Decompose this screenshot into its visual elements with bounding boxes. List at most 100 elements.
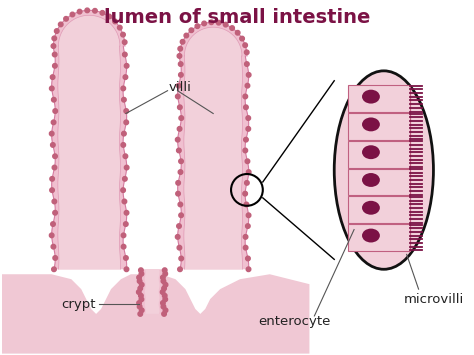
FancyBboxPatch shape [348,196,410,223]
Circle shape [64,17,68,21]
Circle shape [175,137,180,142]
Circle shape [175,94,180,99]
Circle shape [55,29,59,33]
Circle shape [244,105,248,110]
Circle shape [246,213,251,218]
Circle shape [246,72,251,77]
Circle shape [70,12,75,17]
Circle shape [107,14,111,19]
Circle shape [121,188,126,192]
Circle shape [85,8,90,13]
Circle shape [245,159,250,164]
Circle shape [121,244,126,249]
Circle shape [137,301,141,305]
Circle shape [124,165,129,170]
Circle shape [122,131,126,136]
Circle shape [139,308,144,312]
Circle shape [51,143,55,147]
Ellipse shape [362,173,380,187]
Circle shape [243,245,248,250]
Circle shape [176,181,181,185]
Circle shape [124,109,128,113]
Circle shape [124,120,128,125]
Circle shape [53,64,57,68]
Circle shape [177,224,181,228]
Circle shape [163,272,167,276]
Circle shape [243,191,247,196]
Circle shape [209,20,214,24]
Circle shape [122,199,127,204]
Circle shape [179,159,183,164]
Circle shape [243,43,247,48]
Circle shape [178,170,183,174]
Circle shape [163,308,168,312]
Circle shape [243,94,247,99]
Circle shape [49,86,54,91]
Circle shape [230,26,235,30]
Circle shape [123,176,127,181]
Circle shape [161,275,165,280]
Circle shape [161,301,165,305]
Circle shape [246,116,251,120]
Circle shape [138,312,143,316]
Circle shape [179,213,183,218]
Circle shape [161,304,166,309]
Circle shape [162,286,166,291]
Polygon shape [184,27,243,269]
Circle shape [51,44,56,48]
Circle shape [246,224,250,228]
Circle shape [124,256,128,260]
Circle shape [216,20,221,25]
Ellipse shape [362,145,380,159]
Circle shape [189,28,194,33]
Circle shape [236,31,240,35]
Circle shape [138,294,143,298]
Circle shape [163,294,167,298]
Circle shape [121,233,126,237]
Circle shape [178,47,182,51]
Circle shape [123,52,127,57]
Circle shape [246,127,251,131]
Circle shape [139,272,144,276]
Circle shape [245,181,249,185]
Circle shape [163,283,168,287]
Ellipse shape [362,90,380,104]
Text: villi: villi [169,81,191,94]
Polygon shape [58,15,120,269]
Circle shape [77,9,82,14]
Circle shape [137,290,141,294]
FancyBboxPatch shape [348,113,410,140]
Circle shape [49,131,54,136]
Circle shape [52,97,56,102]
Circle shape [184,33,189,38]
Circle shape [245,50,249,55]
Circle shape [139,283,144,287]
Circle shape [179,116,183,120]
Circle shape [52,36,56,40]
Circle shape [244,202,249,207]
Polygon shape [184,27,243,269]
FancyBboxPatch shape [348,141,410,168]
Circle shape [163,268,167,273]
Circle shape [177,127,182,131]
Circle shape [180,39,185,44]
Circle shape [243,235,248,239]
Circle shape [50,188,55,192]
Circle shape [52,165,57,170]
Circle shape [49,233,54,237]
Circle shape [246,267,251,272]
Circle shape [124,64,129,68]
Circle shape [124,211,129,215]
Polygon shape [139,269,165,314]
Circle shape [178,202,182,207]
Circle shape [160,290,165,294]
Circle shape [100,11,105,15]
Circle shape [161,279,166,283]
Circle shape [138,286,143,291]
Circle shape [175,235,180,239]
Circle shape [163,297,167,302]
Circle shape [124,267,129,272]
Circle shape [138,268,143,273]
Circle shape [178,267,182,272]
Circle shape [50,75,55,80]
